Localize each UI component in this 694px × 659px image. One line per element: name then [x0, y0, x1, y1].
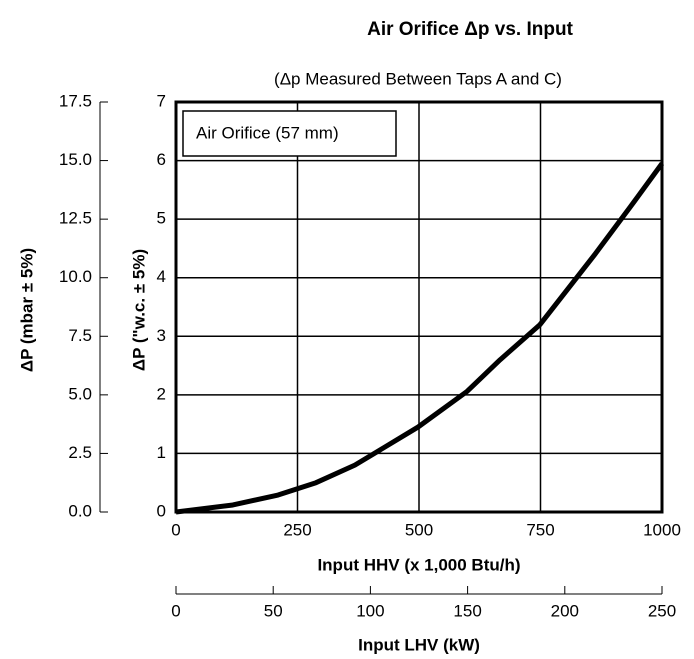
- x2-tick-label: 100: [356, 601, 384, 620]
- y-tick-label: 6: [157, 150, 166, 169]
- chart-subtitle: (Δp Measured Between Taps A and C): [274, 69, 562, 88]
- y-tick-label: 4: [157, 267, 166, 286]
- y2-tick-label: 5.0: [68, 384, 92, 403]
- y2-tick-label: 10.0: [59, 267, 92, 286]
- x2-tick-label: 250: [648, 601, 676, 620]
- y2-tick-label: 0.0: [68, 501, 92, 520]
- legend-label: Air Orifice (57 mm): [196, 123, 339, 142]
- y-tick-label: 1: [157, 443, 166, 462]
- y2-tick-label: 12.5: [59, 209, 92, 228]
- y-tick-label: 2: [157, 384, 166, 403]
- x-tick-label: 750: [526, 520, 554, 539]
- x2-axis-label: Input LHV (kW): [358, 635, 480, 654]
- y2-tick-label: 17.5: [59, 91, 92, 110]
- legend-box: [182, 110, 397, 157]
- x2-tick-label: 200: [551, 601, 579, 620]
- y-axis-label: ΔP ("w.c. ± 5%): [129, 249, 148, 371]
- y-tick-label: 0: [157, 501, 166, 520]
- x-axis-label: Input HHV (x 1,000 Btu/h): [317, 555, 520, 574]
- y2-axis-label: ΔP (mbar ± 5%): [17, 248, 36, 372]
- data-line: [175, 162, 665, 515]
- y-tick-label: 7: [157, 91, 166, 110]
- y2-tick-label: 2.5: [68, 443, 92, 462]
- y-tick-label: 3: [157, 326, 166, 345]
- x-tick-label: 0: [171, 520, 180, 539]
- x2-tick-label: 0: [171, 601, 180, 620]
- chart-title: Air Orifice Δp vs. Input: [367, 19, 573, 40]
- x2-tick-label: 50: [264, 601, 283, 620]
- x-tick-label: 500: [405, 520, 433, 539]
- y2-tick-label: 15.0: [59, 150, 92, 169]
- y2-tick-label: 7.5: [68, 326, 92, 345]
- plot-frame: [174, 100, 664, 514]
- x2-tick-label: 150: [453, 601, 481, 620]
- y-tick-label: 5: [157, 209, 166, 228]
- x-tick-label: 250: [283, 520, 311, 539]
- x-tick-label: 1000: [643, 520, 681, 539]
